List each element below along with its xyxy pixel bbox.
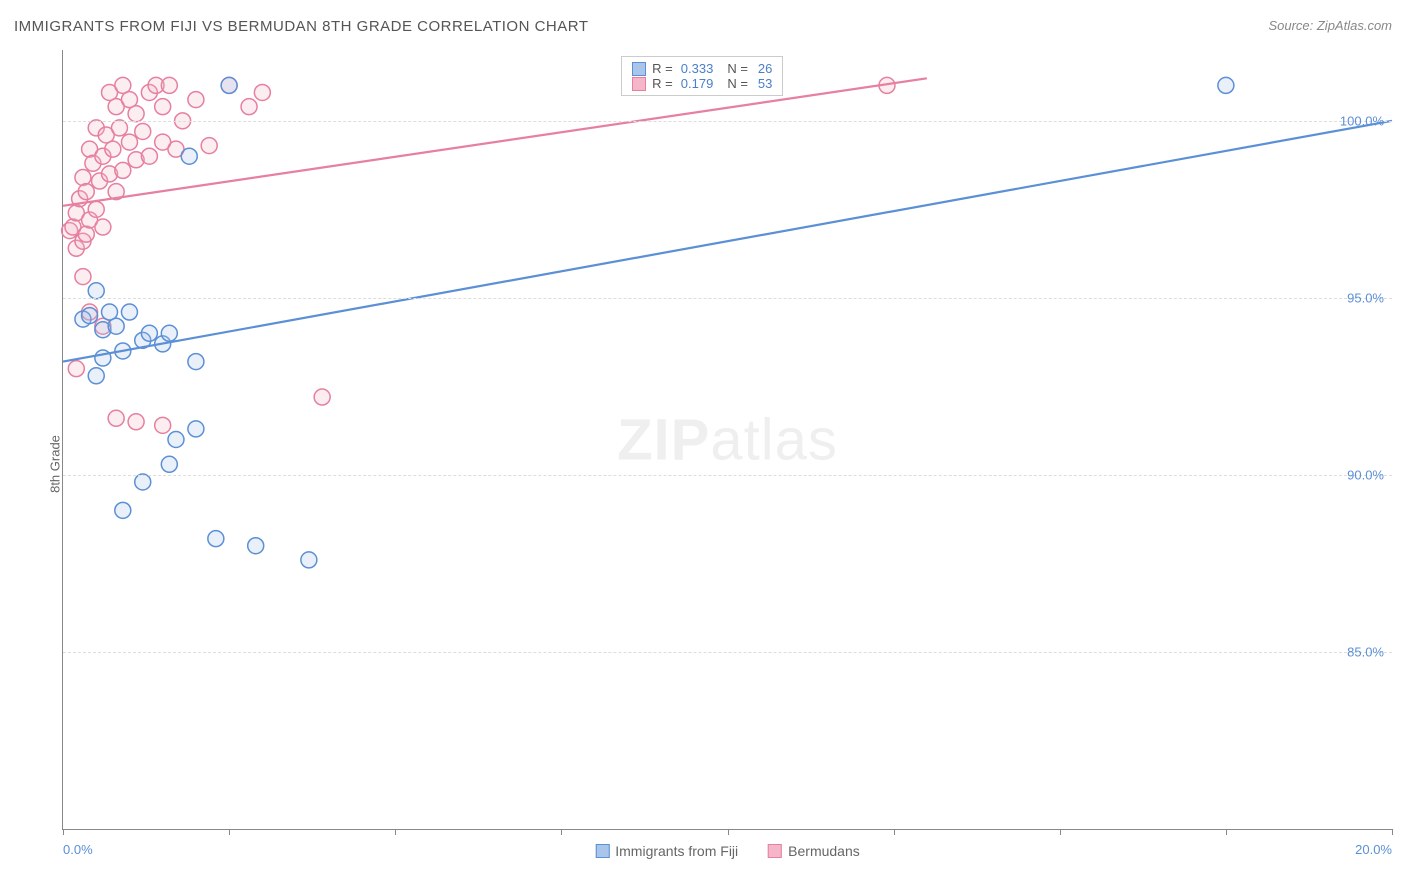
stats-row-bermudans: R = 0.179 N = 53 xyxy=(632,76,772,91)
n-label: N = xyxy=(727,76,748,91)
data-point-fiji xyxy=(82,308,98,324)
r-value-fiji: 0.333 xyxy=(681,61,714,76)
data-point-bermudans xyxy=(254,84,270,100)
y-tick-label: 90.0% xyxy=(1347,467,1384,482)
data-point-fiji xyxy=(188,354,204,370)
y-tick-label: 85.0% xyxy=(1347,644,1384,659)
data-point-fiji xyxy=(168,432,184,448)
legend-item-fiji: Immigrants from Fiji xyxy=(595,843,738,859)
data-point-bermudans xyxy=(78,184,94,200)
data-point-fiji xyxy=(88,368,104,384)
data-point-bermudans xyxy=(241,99,257,115)
y-tick-label: 95.0% xyxy=(1347,290,1384,305)
r-value-bermudans: 0.179 xyxy=(681,76,714,91)
trend-line-fiji xyxy=(63,121,1392,362)
data-point-fiji xyxy=(221,77,237,93)
gridline xyxy=(63,475,1392,476)
data-point-fiji xyxy=(188,421,204,437)
data-point-fiji xyxy=(248,538,264,554)
data-point-fiji xyxy=(301,552,317,568)
data-point-bermudans xyxy=(201,138,217,154)
data-point-bermudans xyxy=(105,141,121,157)
series-legend: Immigrants from Fiji Bermudans xyxy=(595,843,860,859)
data-point-bermudans xyxy=(155,417,171,433)
data-point-fiji xyxy=(108,318,124,334)
gridline xyxy=(63,652,1392,653)
stats-swatch-fiji xyxy=(632,62,646,76)
r-label: R = xyxy=(652,61,673,76)
legend-swatch-fiji xyxy=(595,844,609,858)
stats-row-fiji: R = 0.333 N = 26 xyxy=(632,61,772,76)
n-value-bermudans: 53 xyxy=(758,76,772,91)
data-point-fiji xyxy=(161,456,177,472)
data-point-bermudans xyxy=(128,106,144,122)
x-tick-label: 20.0% xyxy=(1355,842,1392,857)
y-axis-label: 8th Grade xyxy=(47,435,62,493)
data-point-bermudans xyxy=(78,226,94,242)
data-point-bermudans xyxy=(68,361,84,377)
data-point-fiji xyxy=(88,283,104,299)
data-point-bermudans xyxy=(88,201,104,217)
data-point-bermudans xyxy=(108,410,124,426)
plot-area: ZIPatlas R =0.333N =26R =0.179N =53 Immi… xyxy=(62,50,1392,830)
data-point-fiji xyxy=(135,474,151,490)
n-label: N = xyxy=(727,61,748,76)
source-label: Source: ZipAtlas.com xyxy=(1268,18,1392,33)
data-point-bermudans xyxy=(188,92,204,108)
r-label: R = xyxy=(652,76,673,91)
data-point-fiji xyxy=(1218,77,1234,93)
x-tick-label: 0.0% xyxy=(63,842,93,857)
legend-swatch-bermudans xyxy=(768,844,782,858)
data-point-bermudans xyxy=(314,389,330,405)
stats-swatch-bermudans xyxy=(632,77,646,91)
data-point-fiji xyxy=(181,148,197,164)
x-tick xyxy=(1060,829,1061,835)
data-point-fiji xyxy=(208,531,224,547)
plot-svg xyxy=(63,50,1392,829)
gridline xyxy=(63,298,1392,299)
gridline xyxy=(63,121,1392,122)
page-title: IMMIGRANTS FROM FIJI VS BERMUDAN 8TH GRA… xyxy=(14,18,588,35)
data-point-fiji xyxy=(161,325,177,341)
legend-label-bermudans: Bermudans xyxy=(788,843,860,859)
data-point-bermudans xyxy=(155,99,171,115)
x-tick xyxy=(561,829,562,835)
x-tick xyxy=(894,829,895,835)
data-point-bermudans xyxy=(75,269,91,285)
data-point-bermudans xyxy=(128,414,144,430)
data-point-bermudans xyxy=(115,162,131,178)
x-tick xyxy=(728,829,729,835)
data-point-bermudans xyxy=(95,219,111,235)
data-point-bermudans xyxy=(75,169,91,185)
legend-item-bermudans: Bermudans xyxy=(768,843,860,859)
stats-legend: R = 0.333 N = 26 R = 0.179 N = 53 xyxy=(621,56,783,96)
x-tick xyxy=(1226,829,1227,835)
x-tick xyxy=(63,829,64,835)
data-point-bermudans xyxy=(141,148,157,164)
data-point-bermudans xyxy=(161,77,177,93)
data-point-fiji xyxy=(121,304,137,320)
data-point-bermudans xyxy=(111,120,127,136)
data-point-bermudans xyxy=(135,123,151,139)
x-tick xyxy=(229,829,230,835)
data-point-fiji xyxy=(141,325,157,341)
x-tick xyxy=(1392,829,1393,835)
n-value-fiji: 26 xyxy=(758,61,772,76)
x-tick xyxy=(395,829,396,835)
legend-label-fiji: Immigrants from Fiji xyxy=(615,843,738,859)
data-point-fiji xyxy=(115,502,131,518)
data-point-bermudans xyxy=(121,134,137,150)
y-tick-label: 100.0% xyxy=(1340,113,1384,128)
correlation-chart: 8th Grade ZIPatlas R =0.333N =26R =0.179… xyxy=(14,50,1392,878)
